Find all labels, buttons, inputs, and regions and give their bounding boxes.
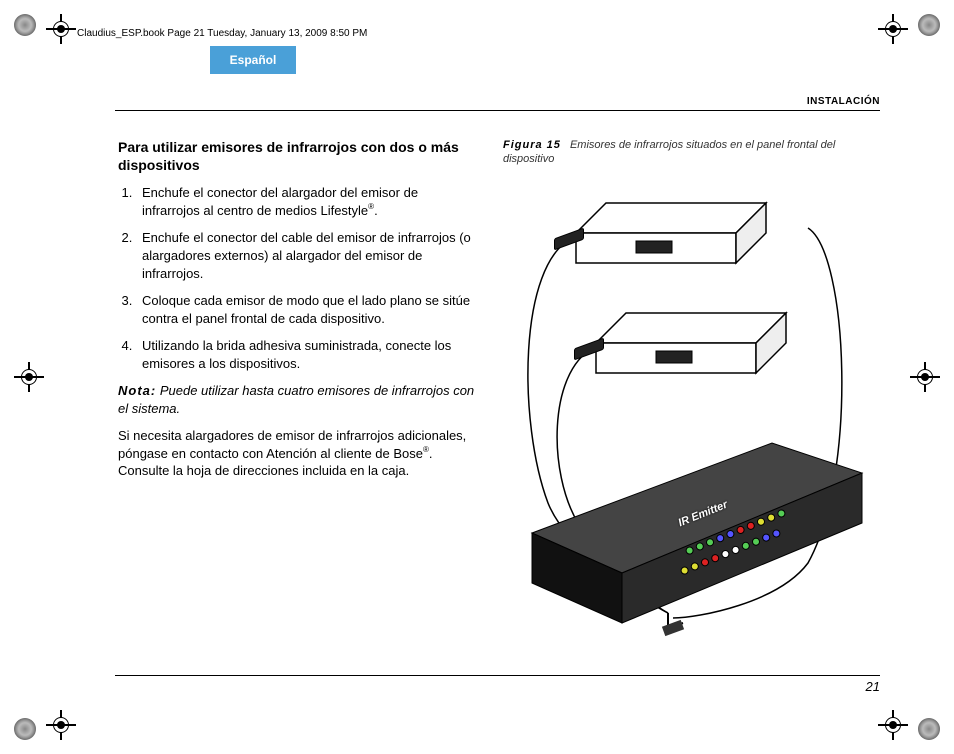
reg-cross-tr	[878, 14, 908, 44]
heading: Para utilizar emisores de infrarrojos co…	[118, 138, 478, 174]
rule-top	[115, 110, 880, 111]
note: Nota: Puede utilizar hasta cuatro emisor…	[118, 382, 478, 417]
reg-cross-tl	[46, 14, 76, 44]
note-body: Puede utilizar hasta cuatro emisores de …	[118, 383, 474, 416]
reg-cross-br	[878, 710, 908, 740]
device-box-1	[546, 183, 776, 288]
rule-bottom	[115, 675, 880, 676]
figure-number: Figura 15	[503, 139, 561, 151]
step-2: Enchufe el conector del cable del emisor…	[136, 229, 478, 282]
reg-cross-ml	[14, 362, 44, 392]
page-number: 21	[866, 679, 880, 694]
reg-circle-bl	[14, 718, 36, 740]
figure-caption: Figura 15 Emisores de infrarrojos situad…	[503, 138, 880, 167]
diagram: IR Emitter	[508, 173, 868, 653]
step-1: Enchufe el conector del alargador del em…	[136, 184, 478, 219]
reg-circle-br	[918, 718, 940, 740]
text-column: Para utilizar emisores de infrarrojos co…	[118, 138, 478, 674]
running-head: Claudius_ESP.book Page 21 Tuesday, Janua…	[77, 28, 367, 39]
reg-cross-mr	[910, 362, 940, 392]
extra-paragraph: Si necesita alargadores de emisor de inf…	[118, 427, 478, 480]
step-4: Utilizando la brida adhesiva suministrad…	[136, 337, 478, 372]
reg-cross-bl	[46, 710, 76, 740]
media-center: IR Emitter	[512, 413, 872, 638]
figure-column: Figura 15 Emisores de infrarrojos situad…	[508, 138, 880, 674]
section-label: INSTALACIÓN	[807, 96, 880, 107]
step-3: Coloque cada emisor de modo que el lado …	[136, 292, 478, 327]
content-area: Para utilizar emisores de infrarrojos co…	[118, 138, 880, 674]
reg-circle-tr	[918, 14, 940, 36]
device-box-2	[566, 293, 796, 398]
steps-list: Enchufe el conector del alargador del em…	[136, 184, 478, 372]
note-label: Nota:	[118, 383, 156, 398]
language-tab: Español	[210, 46, 296, 74]
reg-circle-tl	[14, 14, 36, 36]
